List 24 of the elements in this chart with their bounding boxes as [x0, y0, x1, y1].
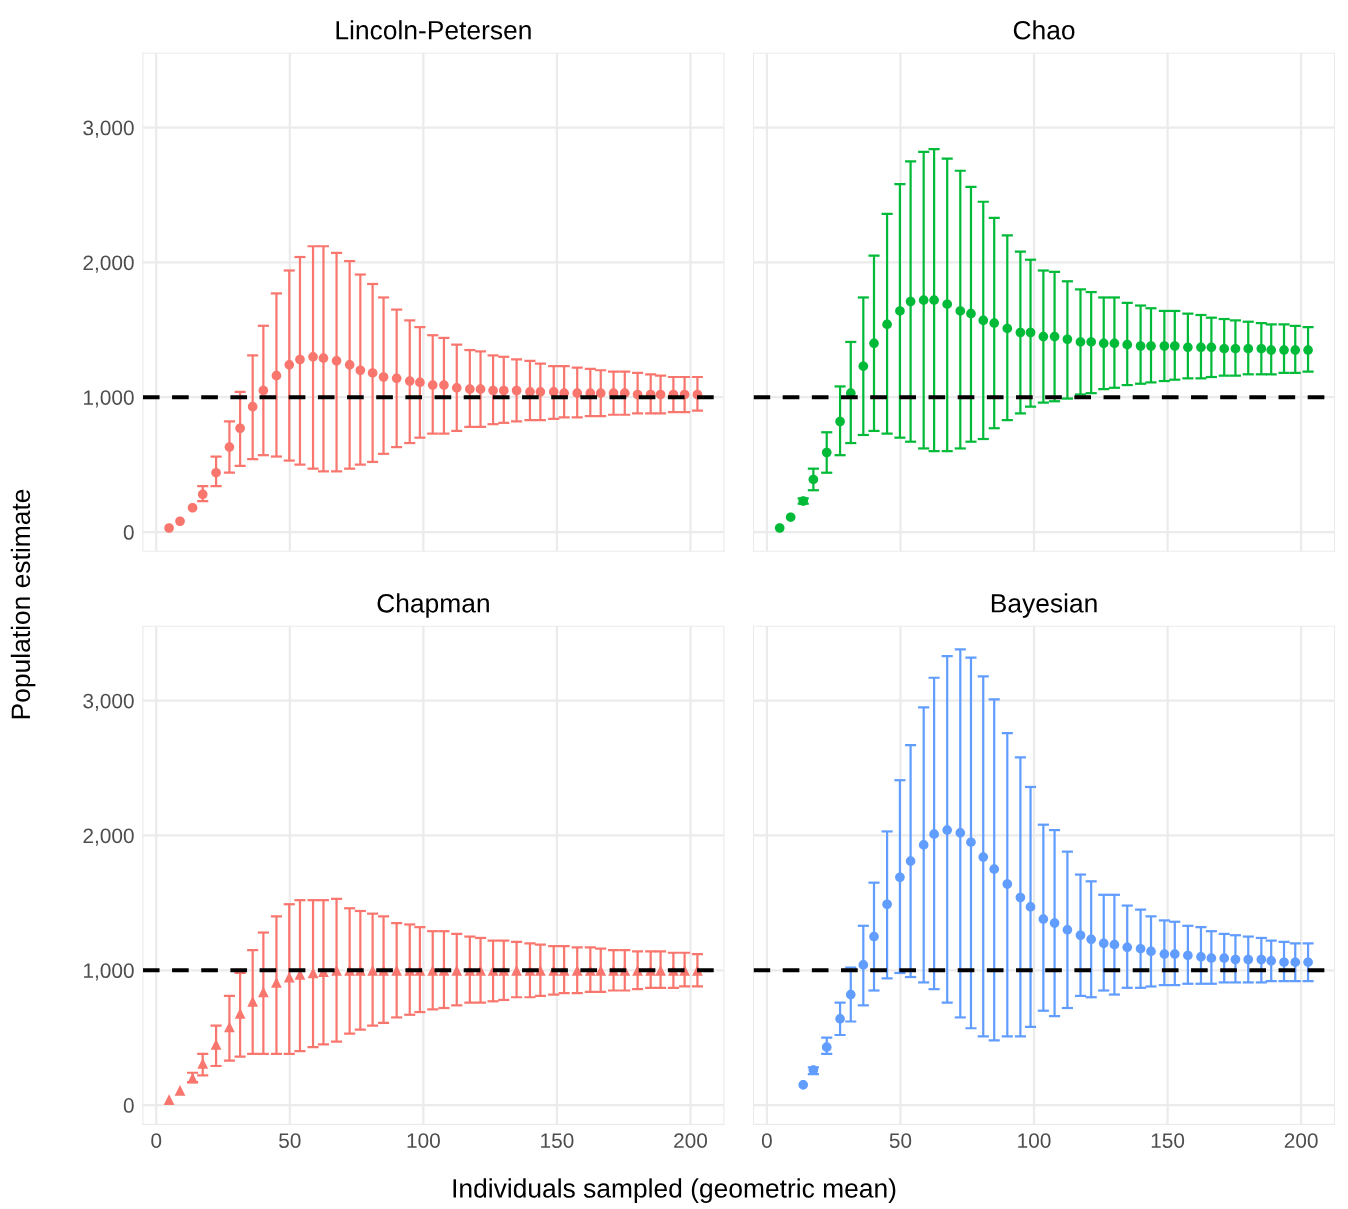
y-tick-label: 3,000 — [83, 120, 134, 138]
y-tick-label: 0 — [123, 1098, 134, 1113]
x-tick-label: 200 — [674, 1133, 708, 1149]
x-tick-label: 200 — [1284, 1133, 1318, 1149]
chart-title: Lincoln-Petersen — [336, 20, 531, 40]
x-tick-label: 0 — [151, 1133, 162, 1149]
chart-title: Chapman — [377, 593, 489, 618]
chart-title: Bayesian — [991, 593, 1097, 618]
y-tick-label: 2,000 — [83, 828, 134, 846]
y-tick-label: 2,000 — [83, 255, 134, 273]
x-tick-label: 150 — [541, 1133, 574, 1149]
y-tick-label: 1,000 — [84, 963, 134, 981]
y-tick-label: 3,000 — [83, 693, 134, 711]
x-tick-label: 0 — [761, 1133, 772, 1149]
x-axis-title: Individuals sampled (geometric mean) — [453, 1178, 896, 1203]
x-tick-label: 100 — [1018, 1133, 1051, 1149]
x-tick-label: 100 — [407, 1133, 440, 1149]
chart-title: Chao — [1013, 20, 1075, 40]
y-tick-label: 0 — [123, 525, 134, 540]
x-tick-label: 150 — [1151, 1133, 1185, 1149]
x-tick-label: 50 — [279, 1133, 301, 1149]
y-axis-title: Population estimate — [10, 489, 36, 719]
x-tick-label: 50 — [889, 1133, 912, 1149]
y-tick-label: 1,000 — [84, 390, 134, 408]
